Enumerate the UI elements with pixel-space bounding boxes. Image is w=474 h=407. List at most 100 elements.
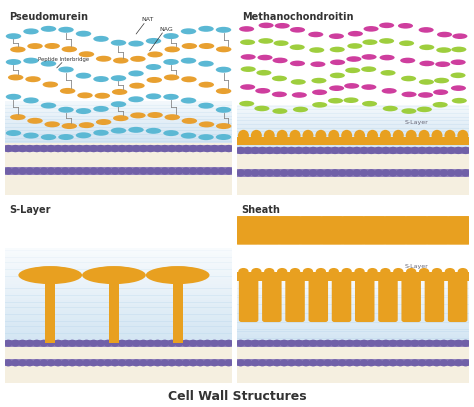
Bar [237,315,469,318]
Ellipse shape [76,73,91,79]
Circle shape [62,168,69,174]
Circle shape [433,147,440,153]
Ellipse shape [315,130,327,141]
Bar [237,286,469,289]
Ellipse shape [76,108,91,114]
Bar [237,130,469,131]
Circle shape [182,168,190,174]
Ellipse shape [147,51,163,57]
Circle shape [237,340,244,346]
Circle shape [97,360,104,366]
Circle shape [140,340,147,346]
Bar [5,152,232,164]
Bar [5,105,232,107]
Text: Cell Wall Structures: Cell Wall Structures [168,390,306,403]
FancyBboxPatch shape [448,278,467,322]
Ellipse shape [290,130,301,141]
Bar [237,334,469,336]
Ellipse shape [273,40,289,46]
Bar [5,328,232,331]
Circle shape [5,168,12,174]
Ellipse shape [60,88,75,94]
Circle shape [33,146,40,151]
Bar [237,304,469,307]
Ellipse shape [355,268,365,275]
Bar [237,138,469,140]
Circle shape [273,360,281,366]
Bar [5,114,232,116]
Circle shape [161,146,168,151]
FancyBboxPatch shape [341,216,365,245]
Ellipse shape [330,72,345,78]
Bar [5,257,232,260]
Circle shape [433,170,440,176]
Ellipse shape [344,83,359,89]
Bar [5,255,232,258]
Circle shape [190,360,197,366]
Circle shape [168,360,175,366]
Circle shape [69,168,76,174]
Bar [5,141,232,143]
Circle shape [317,360,324,366]
Circle shape [190,146,197,151]
Circle shape [419,170,426,176]
Bar [237,293,469,295]
Ellipse shape [112,89,128,95]
Ellipse shape [418,92,433,98]
Bar [5,126,232,128]
Bar [5,326,232,329]
Ellipse shape [181,28,196,34]
Bar [237,112,469,114]
Circle shape [295,170,302,176]
Ellipse shape [182,118,197,124]
Circle shape [168,168,175,174]
Circle shape [397,340,404,346]
Circle shape [288,170,295,176]
Circle shape [76,146,83,151]
Ellipse shape [79,122,94,128]
Circle shape [40,146,47,151]
Circle shape [281,147,288,153]
Circle shape [154,340,161,346]
Bar [237,298,469,300]
Bar [237,336,469,339]
Bar [237,271,469,280]
Bar [237,318,469,320]
Ellipse shape [128,70,144,77]
Circle shape [154,360,161,366]
Circle shape [346,170,353,176]
Bar [237,341,469,343]
Circle shape [69,146,76,151]
Ellipse shape [362,101,377,107]
Ellipse shape [216,123,231,129]
Circle shape [175,168,182,174]
Circle shape [154,146,161,151]
Ellipse shape [181,76,197,82]
Ellipse shape [381,70,396,76]
Ellipse shape [277,268,287,275]
Bar [237,311,469,314]
Bar [237,141,469,142]
Circle shape [266,147,273,153]
Ellipse shape [419,268,429,275]
Circle shape [19,340,26,346]
Circle shape [360,170,368,176]
Ellipse shape [62,123,77,129]
Circle shape [147,340,154,346]
Ellipse shape [341,130,352,141]
Bar [5,312,232,315]
Circle shape [118,340,126,346]
Bar [5,347,232,357]
Ellipse shape [348,31,363,37]
Circle shape [317,170,324,176]
Bar [5,103,232,105]
Circle shape [204,146,211,151]
Bar [5,133,232,135]
Bar [5,260,232,263]
Ellipse shape [451,47,466,52]
Text: NAG: NAG [159,26,173,32]
Circle shape [455,170,462,176]
Circle shape [447,360,455,366]
Ellipse shape [367,268,378,275]
Bar [237,105,469,107]
